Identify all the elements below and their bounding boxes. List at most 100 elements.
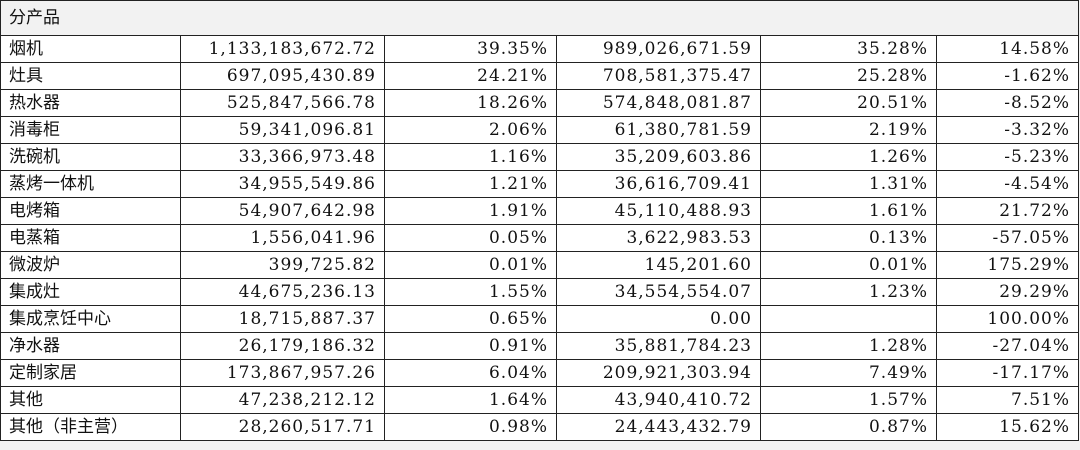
table-cell: 1.57% [760, 386, 937, 414]
table-row: 洗碗机 33,366,973.48 1.16% 35,209,603.86 1.26% -… [0, 143, 1080, 171]
table-cell: 54,907,642.98 [180, 197, 385, 225]
table-row: 烟机 1,133,183,672.72 39.35% 989,026,671.59 35… [0, 35, 1080, 63]
table-cell: 100.00% [935, 305, 1080, 333]
table-row: 电烤箱 54,907,642.98 1.91% 45,110,488.93 1.61% 2… [0, 197, 1080, 225]
product-name: 电蒸箱 [0, 224, 181, 252]
table-cell: 33,366,973.48 [180, 143, 385, 171]
table-row: 微波炉 399,725.82 0.01% 145,201.60 0.01% 175.29% [0, 251, 1080, 279]
table-cell: 20.51% [760, 89, 937, 117]
table-cell: 34,554,554.07 [556, 278, 761, 306]
product-name: 净水器 [0, 332, 181, 360]
table-cell: -4.54% [935, 170, 1080, 198]
table-cell: 989,026,671.59 [556, 35, 761, 63]
table-cell: 25.28% [760, 62, 937, 90]
product-name: 其他 [0, 386, 181, 414]
table-cell: 61,380,781.59 [556, 116, 761, 144]
table-cell: 0.00 [556, 305, 761, 333]
table-cell: 29.29% [935, 278, 1080, 306]
table-cell: 34,955,549.86 [180, 170, 385, 198]
table-cell: 0.01% [384, 251, 557, 279]
table-cell: -5.23% [935, 143, 1080, 171]
table-cell: 0.13% [760, 224, 937, 252]
table-cell: 1.55% [384, 278, 557, 306]
table-cell: 26,179,186.32 [180, 332, 385, 360]
table-cell: 24.21% [384, 62, 557, 90]
table-row: 其他 47,238,212.12 1.64% 43,940,410.72 1.57% 7.… [0, 386, 1080, 414]
table-cell: 399,725.82 [180, 251, 385, 279]
table-cell: -1.62% [935, 62, 1080, 90]
table-cell: 7.49% [760, 359, 937, 387]
section-title: 分产品 [0, 0, 1080, 36]
table-cell: 708,581,375.47 [556, 62, 761, 90]
table-cell: 1,133,183,672.72 [180, 35, 385, 63]
table-cell: 35,209,603.86 [556, 143, 761, 171]
table-cell: 173,867,957.26 [180, 359, 385, 387]
table-cell: 1.61% [760, 197, 937, 225]
table-cell: 24,443,432.79 [556, 413, 761, 441]
table-cell: 14.58% [935, 35, 1080, 63]
table-cell: 7.51% [935, 386, 1080, 414]
table-cell: 1.21% [384, 170, 557, 198]
header-row: 分产品 [0, 0, 1080, 36]
product-name: 烟机 [0, 35, 181, 63]
table-cell: 1.23% [760, 278, 937, 306]
product-name: 灶具 [0, 62, 181, 90]
table-cell: 0.91% [384, 332, 557, 360]
product-name: 洗碗机 [0, 143, 181, 171]
table-row: 定制家居 173,867,957.26 6.04% 209,921,303.94 7.4… [0, 359, 1080, 387]
table-cell: 1.26% [760, 143, 937, 171]
product-name: 其他（非主营） [0, 413, 181, 441]
table-cell: 209,921,303.94 [556, 359, 761, 387]
table-cell: 6.04% [384, 359, 557, 387]
table-cell: 1.28% [760, 332, 937, 360]
table-cell: 1,556,041.96 [180, 224, 385, 252]
table-cell: 1.31% [760, 170, 937, 198]
table-cell: 47,238,212.12 [180, 386, 385, 414]
table-cell: -8.52% [935, 89, 1080, 117]
table-cell: 0.01% [760, 251, 937, 279]
table-row: 其他（非主营） 28,260,517.71 0.98% 24,443,432.79 0.… [0, 413, 1080, 441]
table-row: 集成烹饪中心 18,715,887.37 0.65% 0.00 100.00% [0, 305, 1080, 333]
table-cell: 28,260,517.71 [180, 413, 385, 441]
table-row: 净水器 26,179,186.32 0.91% 35,881,784.23 1.28% -… [0, 332, 1080, 360]
table-cell: 44,675,236.13 [180, 278, 385, 306]
table-cell: 0.98% [384, 413, 557, 441]
table-cell: -27.04% [935, 332, 1080, 360]
table-cell: 175.29% [935, 251, 1080, 279]
table-row: 灶具 697,095,430.89 24.21% 708,581,375.47 25.2… [0, 62, 1080, 90]
table-cell: 43,940,410.72 [556, 386, 761, 414]
table-row: 电蒸箱 1,556,041.96 0.05% 3,622,983.53 0.13% -57… [0, 224, 1080, 252]
table-cell: 59,341,096.81 [180, 116, 385, 144]
table-cell: 36,616,709.41 [556, 170, 761, 198]
product-name: 电烤箱 [0, 197, 181, 225]
table-cell: 145,201.60 [556, 251, 761, 279]
table-cell: 697,095,430.89 [180, 62, 385, 90]
table-cell: -57.05% [935, 224, 1080, 252]
table-cell: 525,847,566.78 [180, 89, 385, 117]
table-cell: 0.87% [760, 413, 937, 441]
table-cell: 39.35% [384, 35, 557, 63]
product-name: 热水器 [0, 89, 181, 117]
table-cell: 2.06% [384, 116, 557, 144]
product-name: 集成烹饪中心 [0, 305, 181, 333]
table-cell: 2.19% [760, 116, 937, 144]
table-cell: 0.05% [384, 224, 557, 252]
table-cell: 35.28% [760, 35, 937, 63]
table-row: 蒸烤一体机 34,955,549.86 1.21% 36,616,709.41 1.31… [0, 170, 1080, 198]
table-cell: 15.62% [935, 413, 1080, 441]
product-name: 消毒柜 [0, 116, 181, 144]
table-cell: 18,715,887.37 [180, 305, 385, 333]
table-cell: 1.64% [384, 386, 557, 414]
product-name: 定制家居 [0, 359, 181, 387]
table-row: 热水器 525,847,566.78 18.26% 574,848,081.87 20.… [0, 89, 1080, 117]
table-cell: 1.16% [384, 143, 557, 171]
product-name: 蒸烤一体机 [0, 170, 181, 198]
product-table: 分产品 烟机 1,133,183,672.72 39.35% 989,026,671.… [0, 0, 1080, 441]
product-name: 集成灶 [0, 278, 181, 306]
table-cell: -17.17% [935, 359, 1080, 387]
table-cell: 574,848,081.87 [556, 89, 761, 117]
table-row: 消毒柜 59,341,096.81 2.06% 61,380,781.59 2.19% -… [0, 116, 1080, 144]
table-cell: 45,110,488.93 [556, 197, 761, 225]
table-cell [760, 305, 937, 333]
